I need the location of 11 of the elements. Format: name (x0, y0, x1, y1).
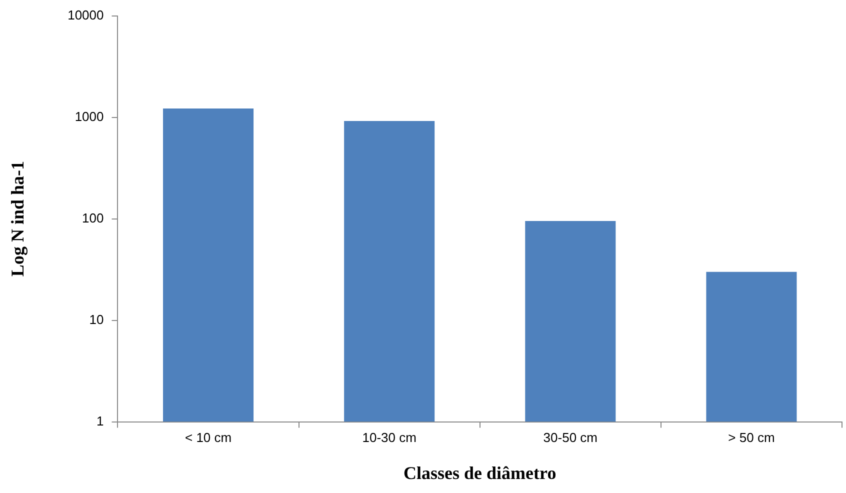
y-tick-label: 10 (89, 312, 104, 327)
y-tick-label: 1000 (74, 108, 104, 124)
x-tick-label: 10-30 cm (362, 430, 416, 446)
y-tick-label: 100 (82, 210, 104, 226)
x-tick-label: < 10 cm (184, 430, 232, 446)
y-tick-label: 10000 (68, 7, 104, 22)
y-tick-label: 1 (96, 413, 104, 428)
y-axis-title: Log N ind ha-1 (7, 161, 28, 277)
x-tick-label: 30-50 cm (543, 430, 598, 446)
x-tick-label: > 50 cm (728, 430, 775, 446)
x-axis-title: Classes de diâmetro (404, 462, 556, 483)
